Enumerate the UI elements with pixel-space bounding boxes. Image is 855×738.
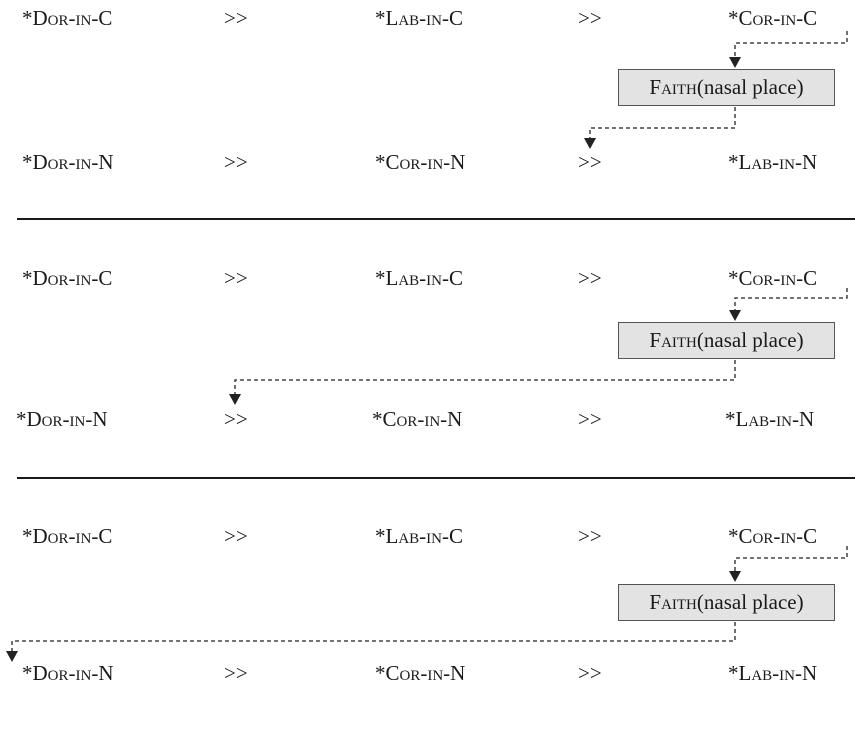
constraint-cor-in-c: *Cor-in-C [728, 266, 818, 290]
constraint-dor-in-c: *Dor-in-C [22, 6, 113, 30]
dashed-arrow-cor-to-faith [734, 546, 848, 574]
dominance-symbol: >> [224, 407, 248, 431]
arrowhead-down-icon [729, 571, 741, 582]
constraint-cor-in-n: *Cor-in-N [375, 661, 466, 685]
ranking-panel-1: *Dor-in-C >> *Lab-in-C >> *Cor-in-C Fait… [0, 0, 855, 220]
ranking-arrows [229, 288, 848, 405]
dominance-symbol: >> [578, 661, 602, 685]
dominance-symbol: >> [578, 6, 602, 30]
faith-nasal-place-box: Faith (nasal place) [618, 322, 835, 359]
dashed-arrow-cor-to-faith [734, 288, 848, 313]
constraint-dor-in-n: *Dor-in-N [16, 407, 108, 431]
constraint-lab-in-c: *Lab-in-C [375, 266, 463, 290]
ranking-panel-3: *Dor-in-C >> *Lab-in-C >> *Cor-in-C Fait… [0, 518, 855, 738]
dashed-arrow-faith-to-target [234, 360, 736, 395]
arrowhead-down-icon [229, 394, 241, 405]
arrowhead-down-icon [6, 651, 18, 662]
constraint-lab-in-c: *Lab-in-C [375, 6, 463, 30]
dominance-symbol: >> [578, 524, 602, 548]
dashed-arrow-faith-to-target [589, 107, 736, 140]
constraint-dor-in-c: *Dor-in-C [22, 266, 113, 290]
constraint-dor-in-n: *Dor-in-N [22, 661, 114, 685]
dominance-symbol: >> [578, 150, 602, 174]
constraint-lab-in-n: *Lab-in-N [725, 407, 815, 431]
panel-divider [17, 477, 855, 479]
dashed-arrow-faith-to-target [11, 622, 736, 652]
dominance-symbol: >> [578, 266, 602, 290]
dominance-symbol: >> [224, 266, 248, 290]
dominance-symbol: >> [224, 6, 248, 30]
constraint-cor-in-n: *Cor-in-N [372, 407, 463, 431]
ranking-arrows [584, 31, 848, 149]
constraint-dor-in-n: *Dor-in-N [22, 150, 114, 174]
constraint-lab-in-n: *Lab-in-N [728, 661, 818, 685]
arrowhead-down-icon [729, 310, 741, 321]
faith-nasal-place-box: Faith (nasal place) [618, 69, 835, 106]
panel-divider [17, 218, 855, 220]
constraint-lab-in-n: *Lab-in-N [728, 150, 818, 174]
ranking-arrows [6, 546, 848, 662]
constraint-lab-in-c: *Lab-in-C [375, 524, 463, 548]
constraint-cor-in-n: *Cor-in-N [375, 150, 466, 174]
arrowhead-down-icon [729, 57, 741, 68]
dominance-symbol: >> [578, 407, 602, 431]
constraint-cor-in-c: *Cor-in-C [728, 6, 818, 30]
dominance-symbol: >> [224, 150, 248, 174]
constraint-cor-in-c: *Cor-in-C [728, 524, 818, 548]
dominance-symbol: >> [224, 524, 248, 548]
dashed-arrow-cor-to-faith [734, 31, 848, 60]
ranking-panel-2: *Dor-in-C >> *Lab-in-C >> *Cor-in-C Fait… [0, 260, 855, 480]
arrowhead-down-icon [584, 138, 596, 149]
dominance-symbol: >> [224, 661, 248, 685]
faith-nasal-place-box: Faith (nasal place) [618, 584, 835, 621]
constraint-dor-in-c: *Dor-in-C [22, 524, 113, 548]
